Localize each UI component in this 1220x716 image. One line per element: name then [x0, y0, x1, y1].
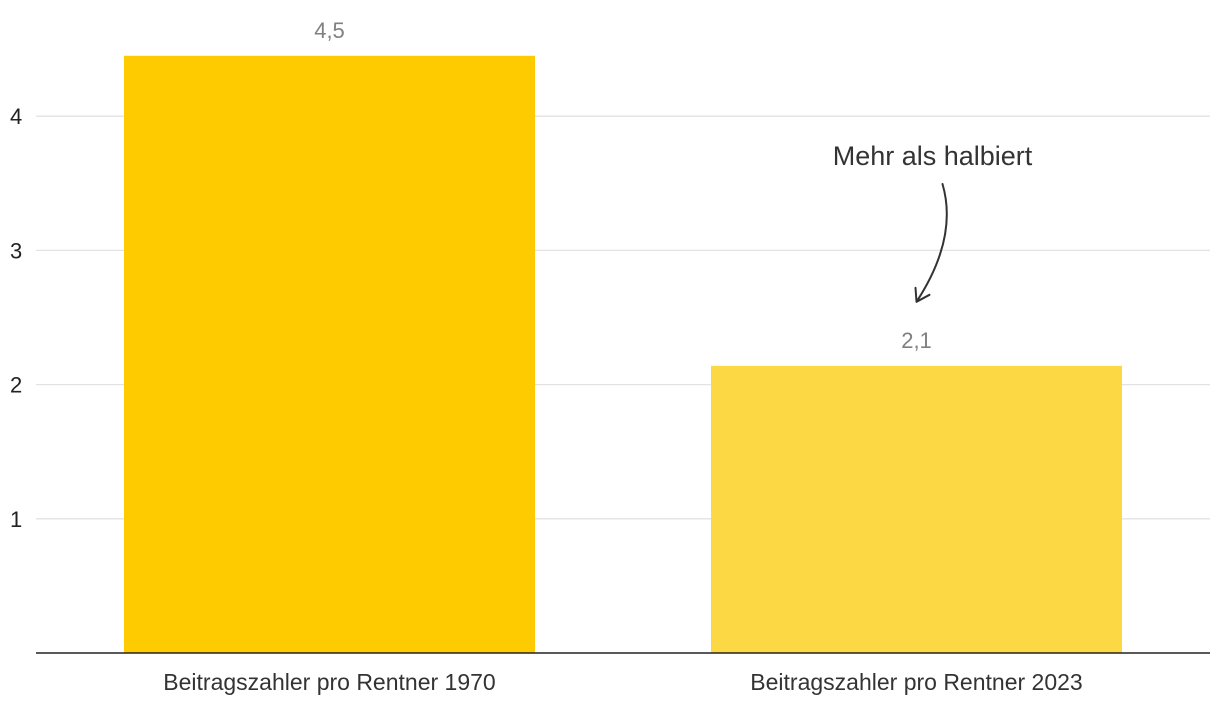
annotation-text: Mehr als halbiert — [833, 141, 1033, 171]
data-labels: 4,5 2,1 — [314, 18, 932, 353]
bar — [711, 365, 1122, 653]
y-tick-label: 2 — [10, 373, 22, 398]
x-axis-category-labels: Beitragszahler pro Rentner 1970 Beitragsz… — [163, 669, 1082, 695]
x-category-label: Beitragszahler pro Rentner 1970 — [163, 669, 495, 695]
bars — [124, 55, 1122, 654]
y-tick-label: 3 — [10, 238, 22, 263]
y-tick-label: 1 — [10, 507, 22, 532]
bar — [124, 55, 535, 654]
y-axis-tick-labels: 1 2 3 4 — [10, 104, 22, 532]
y-tick-label: 4 — [10, 104, 22, 129]
data-label: 4,5 — [314, 18, 345, 43]
x-category-label: Beitragszahler pro Rentner 2023 — [750, 669, 1082, 695]
annotation-arrow — [914, 183, 948, 303]
data-label: 2,1 — [901, 328, 932, 353]
